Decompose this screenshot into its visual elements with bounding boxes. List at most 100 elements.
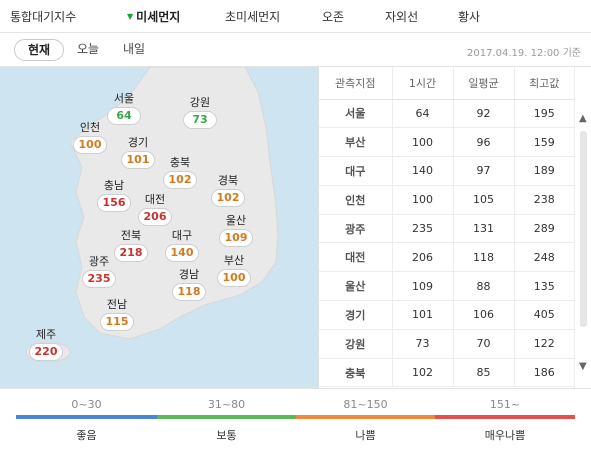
table-row: 강원 73 70 122: [319, 329, 574, 359]
region-gyeongbuk[interactable]: 경북 102: [203, 175, 253, 207]
value-max: 135: [513, 271, 574, 302]
region-value: 101: [121, 151, 155, 169]
table-row: 대전 206 118 248: [319, 242, 574, 273]
tab-today[interactable]: 오늘: [76, 42, 100, 56]
region-chungbuk[interactable]: 충북 102: [155, 157, 205, 189]
region-chungnam[interactable]: 충남 156: [89, 180, 139, 212]
station-name: 울산: [319, 271, 392, 302]
tab-ultrafine-dust[interactable]: 초미세먼지: [225, 10, 281, 24]
value-daily-avg: 106: [452, 300, 514, 330]
legend-label: 좋음: [76, 429, 97, 442]
region-name: 경기: [127, 136, 149, 149]
station-name: 대전: [319, 242, 392, 273]
region-name: 부산: [223, 254, 245, 267]
table-header-row: 관측지점 1시간 일평균 최고값: [319, 67, 574, 100]
station-name: 강원: [319, 329, 392, 359]
region-value: 140: [165, 244, 199, 262]
station-name: 서울: [319, 99, 392, 129]
region-ulsan[interactable]: 울산 109: [211, 215, 261, 247]
tab-yellow-dust[interactable]: 황사: [458, 10, 481, 24]
value-1hour: 102: [391, 358, 453, 388]
legend-range: 151~: [489, 398, 521, 411]
scroll-down-arrow-icon[interactable]: ▼: [579, 361, 587, 372]
legend-range: 0~30: [71, 398, 102, 411]
value-daily-avg: 70: [452, 329, 514, 359]
legend-range: 31~80: [207, 398, 246, 411]
region-value: 73: [183, 111, 217, 129]
table-row: 울산 109 88 135: [319, 271, 574, 302]
value-max: 238: [513, 185, 574, 215]
legend-color-bar: [435, 415, 575, 419]
region-name: 대구: [171, 229, 193, 242]
legend-color-bar: [16, 415, 157, 419]
station-name: 충북: [319, 358, 392, 388]
region-busan[interactable]: 부산 100: [209, 255, 259, 287]
table-scrollbar[interactable]: ▲ ▼: [574, 67, 591, 388]
region-jeonbuk[interactable]: 전북 218: [106, 230, 156, 262]
table-row: 충북 102 85 186: [319, 358, 574, 388]
legend-label: 보통: [216, 429, 237, 442]
tab-now[interactable]: 현재: [14, 39, 64, 61]
station-name: 광주: [319, 214, 392, 244]
region-gangwon[interactable]: 강원 73: [175, 97, 225, 129]
region-name: 강원: [189, 96, 211, 109]
tab-tomorrow[interactable]: 내일: [122, 42, 146, 56]
tab-fine-dust[interactable]: ▼ 미세먼지: [127, 8, 180, 25]
region-name: 충남: [103, 179, 125, 192]
observation-table-panel: 관측지점 1시간 일평균 최고값 서울 64 92 195 부산 100 96 159 대구…: [318, 67, 591, 388]
value-1hour: 73: [391, 329, 453, 359]
region-gwangju[interactable]: 광주 235: [74, 256, 124, 288]
value-daily-avg: 92: [452, 99, 514, 129]
region-jeju[interactable]: 제주 220: [21, 329, 71, 361]
tab-fine-dust-label: 미세먼지: [136, 10, 181, 24]
value-max: 189: [513, 156, 574, 186]
table-row: 경기 101 106 405: [319, 300, 574, 330]
region-gyeonggi[interactable]: 경기 101: [113, 137, 163, 169]
value-1hour: 235: [391, 214, 453, 244]
region-value: 109: [219, 229, 253, 247]
legend-color-bar: [296, 415, 435, 419]
table-row: 부산 100 96 159: [319, 127, 574, 158]
region-value: 100: [217, 269, 251, 287]
region-seoul[interactable]: 서울 64: [99, 93, 149, 125]
region-name: 광주: [88, 255, 110, 268]
region-value: 102: [163, 171, 197, 189]
region-daegu[interactable]: 대구 140: [157, 230, 207, 262]
value-max: 195: [513, 99, 574, 129]
value-1hour: 64: [391, 99, 453, 129]
value-daily-avg: 88: [452, 271, 514, 302]
region-value: 206: [138, 208, 172, 226]
value-max: 122: [513, 329, 574, 359]
legend-label: 나쁨: [355, 429, 376, 442]
category-tabs: 통합대기지수 ▼ 미세먼지 초미세먼지 오존 자외선 황사: [0, 0, 591, 33]
table-row: 서울 64 92 195: [319, 99, 574, 129]
region-value: 235: [82, 270, 116, 288]
table-row: 인천 100 105 238: [319, 185, 574, 215]
region-value: 115: [100, 313, 134, 331]
region-jeonnam[interactable]: 전남 115: [92, 299, 142, 331]
tab-integrated-air-index[interactable]: 통합대기지수: [10, 10, 77, 24]
scrollbar-thumb[interactable]: [580, 131, 587, 327]
region-value: 220: [29, 343, 63, 361]
region-daejeon[interactable]: 대전 206: [130, 194, 180, 226]
legend-label: 매우나쁨: [484, 429, 526, 442]
time-tabs: 현재 오늘 내일 2017.04.19. 12:00 기준: [0, 34, 591, 67]
value-daily-avg: 118: [452, 242, 514, 273]
dropdown-arrow-icon: ▼: [127, 12, 134, 21]
value-max: 248: [513, 242, 574, 273]
pm-level-legend: 0~30 좋음 31~80 보통 81~150 나쁨 151~ 매우나쁨: [0, 388, 591, 450]
value-daily-avg: 85: [452, 358, 514, 388]
station-name: 경기: [319, 300, 392, 330]
table-row: 광주 235 131 289: [319, 214, 574, 244]
tab-uv[interactable]: 자외선: [385, 10, 419, 24]
region-name: 제주: [35, 328, 57, 341]
scroll-up-arrow-icon[interactable]: ▲: [579, 113, 587, 124]
region-value: 102: [211, 189, 245, 207]
tab-ozone[interactable]: 오존: [322, 10, 345, 24]
region-name: 경남: [178, 268, 200, 281]
value-1hour: 101: [391, 300, 453, 330]
region-gyeongnam[interactable]: 경남 118: [164, 269, 214, 301]
column-header-max: 최고값: [513, 67, 574, 100]
region-incheon[interactable]: 인천 100: [65, 122, 115, 154]
region-value: 156: [97, 194, 131, 212]
